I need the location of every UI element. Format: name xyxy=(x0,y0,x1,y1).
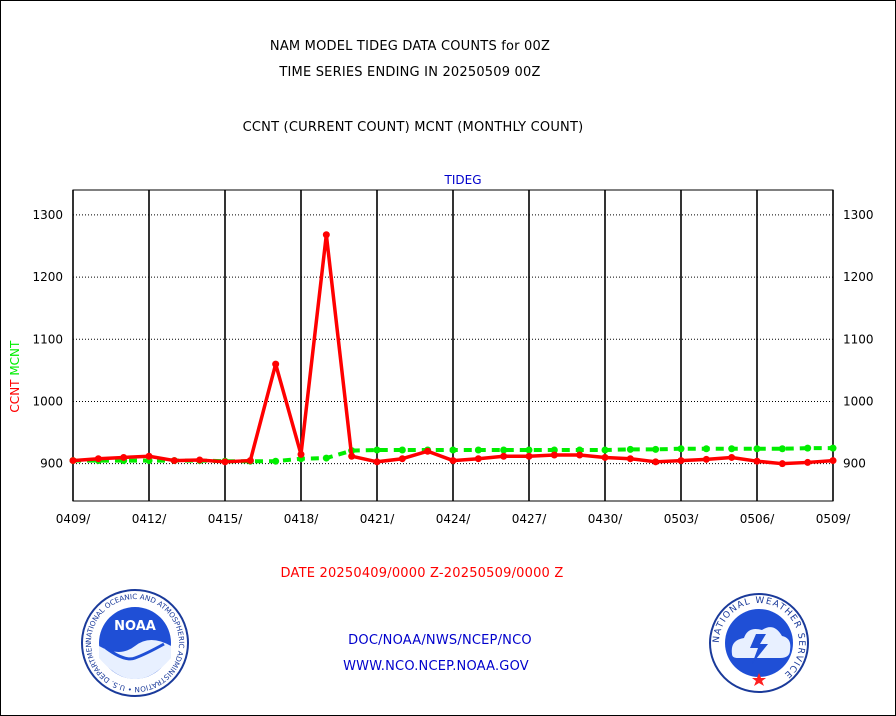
y-axis-label-mcnt: MCNT xyxy=(8,340,22,376)
x-tick-label: 0421/ xyxy=(360,512,396,526)
x-tick-label: 0427/ xyxy=(512,512,548,526)
y-axis-label-ccnt: CCNT xyxy=(8,376,22,413)
mcnt-point xyxy=(728,445,736,453)
x-tick-label: 0418/ xyxy=(284,512,320,526)
mcnt-point xyxy=(500,446,508,454)
ccnt-point xyxy=(474,455,482,463)
ccnt-point xyxy=(196,456,204,464)
mcnt-point xyxy=(702,445,710,453)
mcnt-point xyxy=(576,446,584,454)
ccnt-point xyxy=(348,452,356,460)
ccnt-point xyxy=(500,452,508,460)
ccnt-point xyxy=(804,458,812,466)
mcnt-point xyxy=(550,446,558,454)
ccnt-point xyxy=(94,455,102,463)
ccnt-point xyxy=(170,457,178,465)
ccnt-point xyxy=(576,451,584,459)
x-tick-label: 0424/ xyxy=(436,512,472,526)
mcnt-point xyxy=(322,454,330,462)
x-tick-label: 0415/ xyxy=(208,512,244,526)
org-path-label: DOC/NOAA/NWS/NCEP/NCO xyxy=(348,633,532,648)
ccnt-point xyxy=(626,455,634,463)
ccnt-point xyxy=(753,457,761,465)
mcnt-point xyxy=(753,445,761,453)
mcnt-point xyxy=(398,446,406,454)
noaa-logo: NATIONAL OCEANIC AND ATMOSPHERIC ADMINIS… xyxy=(80,588,189,697)
ccnt-point xyxy=(272,360,280,368)
website-label: WWW.NCO.NCEP.NOAA.GOV xyxy=(343,659,529,674)
ccnt-point xyxy=(424,447,432,455)
mcnt-point xyxy=(626,445,634,453)
plot-title: TIDEG xyxy=(444,173,482,187)
y-tick-label-left: 1000 xyxy=(32,394,63,408)
x-tick-label: 0430/ xyxy=(588,512,624,526)
ccnt-point xyxy=(778,460,786,468)
ccnt-point xyxy=(525,452,533,460)
ccnt-point xyxy=(69,457,77,465)
ccnt-point xyxy=(246,457,254,465)
y-tick-label-right: 1100 xyxy=(843,332,874,346)
ccnt-point xyxy=(829,457,837,465)
x-tick-label: 0506/ xyxy=(740,512,776,526)
chart-subtitle: CCNT (CURRENT COUNT) MCNT (MONTHLY COUNT… xyxy=(242,120,584,135)
ccnt-point xyxy=(449,457,457,465)
mcnt-point xyxy=(778,445,786,453)
date-range-label: DATE 20250409/0000 Z-20250509/0000 Z xyxy=(280,566,564,581)
y-tick-label-left: 1100 xyxy=(32,332,63,346)
y-axis-label: CCNT MCNT xyxy=(8,340,22,413)
noaa-logo-text: NOAA xyxy=(114,619,156,634)
y-tick-label-right: 900 xyxy=(843,457,866,471)
nws-logo: NATIONAL WEATHER SERVICE xyxy=(709,593,809,693)
mcnt-point xyxy=(829,444,837,452)
x-tick-label: 0509/ xyxy=(816,512,852,526)
ccnt-point xyxy=(728,453,736,461)
mcnt-point xyxy=(804,444,812,452)
mcnt-point xyxy=(652,445,660,453)
ccnt-point xyxy=(601,453,609,461)
mcnt-point xyxy=(373,446,381,454)
y-tick-label-left: 900 xyxy=(40,457,63,471)
ccnt-point xyxy=(297,450,305,458)
chart-title-line2: TIME SERIES ENDING IN 20250509 00Z xyxy=(279,65,541,80)
y-tick-label-left: 1300 xyxy=(32,208,63,222)
mcnt-point xyxy=(601,446,609,454)
y-tick-label-left: 1200 xyxy=(32,270,63,284)
chart-title-line1: NAM MODEL TIDEG DATA COUNTS for 00Z xyxy=(269,39,551,54)
mcnt-point xyxy=(272,457,280,465)
mcnt-point xyxy=(449,446,457,454)
y-tick-label-right: 1000 xyxy=(843,394,874,408)
y-tick-label-right: 1200 xyxy=(843,270,874,284)
x-tick-label: 0409/ xyxy=(56,512,92,526)
y-tick-label-right: 1300 xyxy=(843,208,874,222)
x-tick-label: 0503/ xyxy=(664,512,700,526)
mcnt-point xyxy=(474,446,482,454)
ccnt-point xyxy=(702,455,710,463)
ccnt-point xyxy=(322,231,330,239)
ccnt-point xyxy=(145,452,153,460)
ccnt-point xyxy=(652,458,660,466)
ccnt-point xyxy=(373,458,381,466)
ccnt-point xyxy=(221,458,229,466)
ccnt-point xyxy=(120,453,128,461)
x-tick-label: 0412/ xyxy=(132,512,168,526)
ccnt-point xyxy=(550,451,558,459)
mcnt-point xyxy=(525,446,533,454)
ccnt-point xyxy=(398,455,406,463)
ccnt-point xyxy=(677,457,685,465)
mcnt-point xyxy=(677,445,685,453)
